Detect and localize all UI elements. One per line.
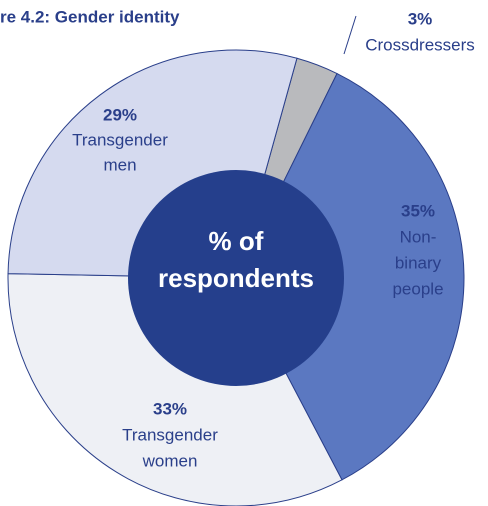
category-label: men bbox=[103, 155, 136, 174]
value-label: 29% bbox=[103, 105, 137, 124]
value-label: 35% bbox=[401, 201, 435, 220]
category-label: binary bbox=[395, 253, 442, 272]
category-label: people bbox=[392, 279, 443, 298]
category-label: Non- bbox=[400, 227, 437, 246]
value-label: 33% bbox=[153, 399, 187, 418]
category-label: Transgender bbox=[122, 425, 218, 444]
value-label: 3% bbox=[408, 9, 433, 28]
leader-line bbox=[343, 15, 357, 55]
category-label: Crossdressers bbox=[365, 35, 475, 54]
donut-center bbox=[128, 170, 344, 386]
category-label: women bbox=[142, 451, 198, 470]
center-label: % of bbox=[209, 226, 264, 256]
donut-slice bbox=[235, 72, 465, 481]
category-label: Transgender bbox=[72, 130, 168, 149]
chart-title: re 4.2: Gender identity bbox=[0, 7, 180, 26]
center-label: respondents bbox=[158, 263, 314, 293]
